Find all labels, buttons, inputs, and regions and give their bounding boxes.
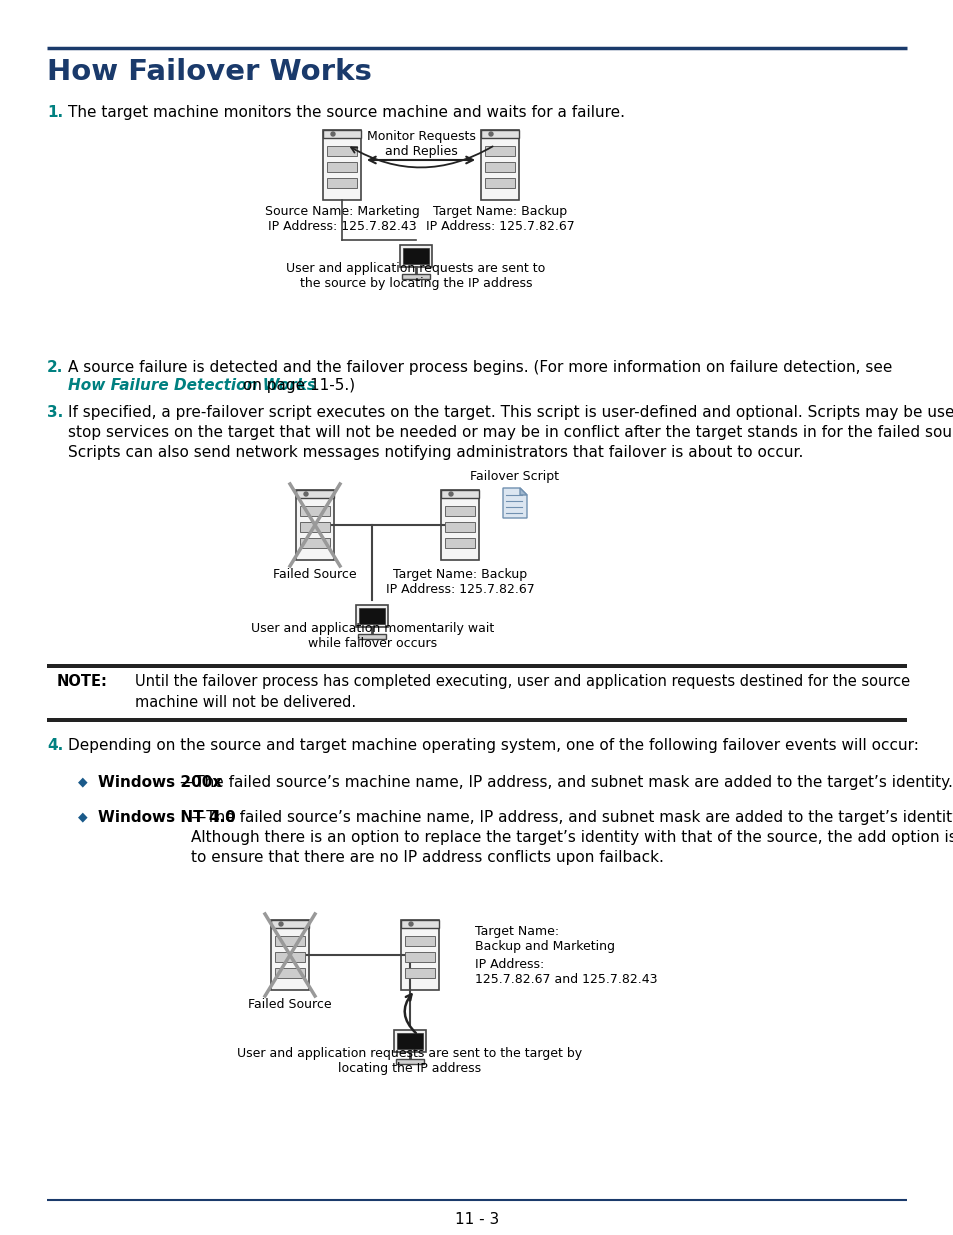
Bar	[356, 605, 388, 627]
Polygon shape	[502, 488, 526, 517]
Bar	[440, 490, 478, 559]
Bar	[274, 968, 305, 978]
Bar	[444, 506, 475, 516]
Bar	[295, 490, 334, 498]
Bar	[271, 920, 309, 927]
Bar	[271, 920, 309, 990]
Text: Monitor Requests
and Replies: Monitor Requests and Replies	[366, 130, 475, 158]
Text: 4.: 4.	[47, 739, 63, 753]
Bar	[399, 245, 432, 267]
Bar	[484, 162, 515, 172]
Text: Target Name: Backup
IP Address: 125.7.82.67: Target Name: Backup IP Address: 125.7.82…	[425, 205, 574, 233]
Text: User and application requests are sent to the target by
locating the IP address: User and application requests are sent t…	[237, 1047, 582, 1074]
Text: Until the failover process has completed executing, user and application request: Until the failover process has completed…	[135, 674, 909, 710]
Text: on page 11-5.): on page 11-5.)	[238, 378, 355, 393]
Bar	[47, 664, 906, 668]
Circle shape	[304, 492, 308, 496]
Bar	[444, 538, 475, 548]
Text: ◆: ◆	[78, 776, 88, 788]
Bar	[480, 130, 518, 138]
Bar	[480, 130, 518, 200]
Bar	[402, 248, 429, 264]
Bar	[484, 146, 515, 156]
Bar	[400, 920, 438, 990]
Bar	[274, 936, 305, 946]
Text: The target machine monitors the source machine and waits for a failure.: The target machine monitors the source m…	[68, 105, 624, 120]
Text: If specified, a pre-failover script executes on the target. This script is user-: If specified, a pre-failover script exec…	[68, 405, 953, 459]
Text: Target Name:
Backup and Marketing: Target Name: Backup and Marketing	[475, 925, 615, 953]
Text: —The failed source’s machine name, IP address, and subnet mask are added to the : —The failed source’s machine name, IP ad…	[191, 810, 953, 864]
Circle shape	[449, 492, 453, 496]
Text: Failed Source: Failed Source	[248, 998, 332, 1011]
Bar	[444, 522, 475, 532]
Bar	[323, 130, 360, 200]
Bar	[323, 130, 360, 138]
Polygon shape	[519, 488, 526, 495]
Bar	[400, 920, 438, 927]
Text: 1.: 1.	[47, 105, 63, 120]
Bar	[396, 1032, 422, 1049]
Bar	[359, 608, 385, 624]
Bar	[299, 506, 330, 516]
Bar	[299, 522, 330, 532]
Bar	[405, 936, 435, 946]
Bar	[327, 178, 356, 188]
Bar	[440, 490, 478, 498]
Text: IP Address:
125.7.82.67 and 125.7.82.43: IP Address: 125.7.82.67 and 125.7.82.43	[475, 958, 657, 986]
Text: A source failure is detected and the failover process begins. (For more informat: A source failure is detected and the fai…	[68, 359, 891, 375]
Text: 2.: 2.	[47, 359, 63, 375]
Bar	[394, 1030, 426, 1052]
Text: Windows NT 4.0: Windows NT 4.0	[98, 810, 235, 825]
Bar	[299, 538, 330, 548]
Bar	[405, 968, 435, 978]
Text: Source Name: Marketing
IP Address: 125.7.82.43: Source Name: Marketing IP Address: 125.7…	[264, 205, 419, 233]
Bar	[484, 178, 515, 188]
Text: User and application momentarily wait
while failover occurs: User and application momentarily wait wh…	[251, 622, 494, 650]
Bar	[47, 718, 906, 722]
Circle shape	[489, 132, 493, 136]
Text: ◆: ◆	[78, 810, 88, 823]
Text: Failed Source: Failed Source	[273, 568, 356, 580]
Text: Failover Script: Failover Script	[470, 471, 558, 483]
Bar	[274, 952, 305, 962]
Text: Windows 200x: Windows 200x	[98, 776, 222, 790]
Text: How Failover Works: How Failover Works	[47, 58, 372, 86]
Circle shape	[409, 923, 413, 926]
Bar	[401, 274, 430, 279]
Text: User and application requests are sent to
the source by locating the IP address: User and application requests are sent t…	[286, 262, 545, 290]
Bar	[295, 490, 334, 559]
Bar	[327, 162, 356, 172]
Text: NOTE:: NOTE:	[57, 674, 108, 689]
Bar	[358, 634, 386, 638]
Text: 11 - 3: 11 - 3	[455, 1212, 498, 1228]
Bar	[327, 146, 356, 156]
Text: Target Name: Backup
IP Address: 125.7.82.67: Target Name: Backup IP Address: 125.7.82…	[385, 568, 534, 597]
Text: How Failure Detection Works: How Failure Detection Works	[68, 378, 315, 393]
Bar	[405, 952, 435, 962]
Text: Depending on the source and target machine operating system, one of the followin: Depending on the source and target machi…	[68, 739, 918, 753]
Bar	[395, 1058, 423, 1065]
Circle shape	[278, 923, 283, 926]
Circle shape	[331, 132, 335, 136]
Text: —The failed source’s machine name, IP address, and subnet mask are added to the : —The failed source’s machine name, IP ad…	[180, 776, 952, 790]
Text: 3.: 3.	[47, 405, 63, 420]
